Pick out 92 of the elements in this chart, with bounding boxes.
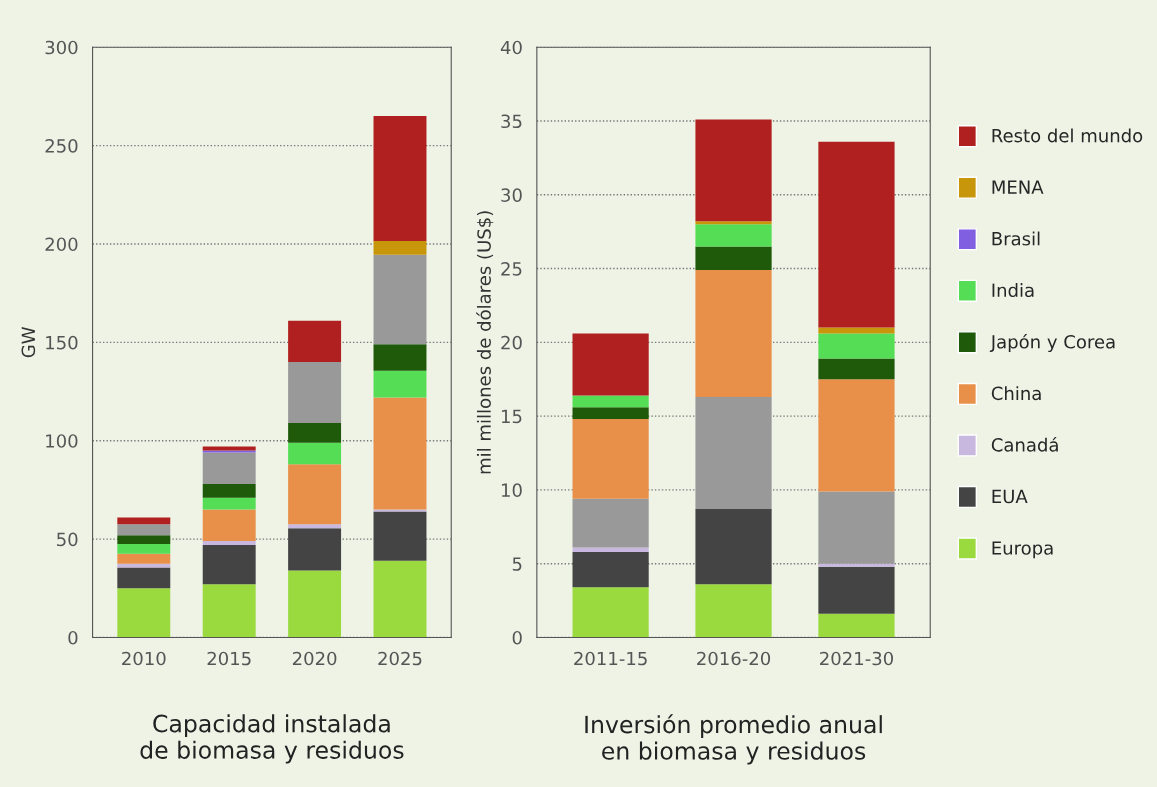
legend-label: EUA	[992, 489, 1028, 504]
bar	[202, 484, 256, 498]
bar	[202, 497, 256, 510]
y-tick-label: 25	[501, 262, 522, 276]
y-tick-label: 5	[512, 557, 522, 571]
bar	[695, 224, 772, 247]
bar	[818, 613, 895, 638]
legend-label: Brasil	[992, 231, 1040, 246]
x-tick-label: 2015	[207, 651, 251, 666]
bar	[117, 563, 171, 568]
y-tick-label: 100	[46, 434, 78, 448]
bar	[572, 419, 649, 499]
y-tick-label: 300	[45, 40, 78, 55]
bar	[818, 563, 895, 567]
bar	[373, 254, 427, 345]
bar	[572, 395, 649, 408]
bar	[117, 524, 171, 536]
text: Capacidad instalada de biomasa y residuos	[140, 714, 404, 764]
y-tick-label: 10	[501, 483, 522, 498]
bar	[818, 333, 895, 359]
bar	[695, 396, 772, 510]
x-tick-label: 2016-20	[697, 651, 771, 666]
bar	[288, 528, 342, 571]
legend-label: MENA	[992, 180, 1044, 194]
legend-label: Europa	[992, 541, 1053, 559]
bar	[572, 333, 649, 396]
bar	[818, 358, 895, 380]
bar	[373, 397, 427, 510]
y-tick-label: 35	[501, 114, 522, 129]
y-tick-label: 30	[501, 188, 522, 202]
bar	[117, 588, 171, 638]
legend-label: India	[992, 283, 1034, 298]
bar	[288, 423, 342, 443]
bar	[202, 446, 256, 451]
x-tick-label: 2011-15	[574, 651, 647, 666]
bar	[695, 119, 772, 222]
bar	[288, 570, 342, 638]
x-tick-label: 2020	[292, 651, 337, 666]
bar	[373, 370, 427, 398]
bar	[373, 241, 427, 255]
text: Inversión promedio anual en biomasa y residuos	[585, 714, 882, 765]
bar	[117, 535, 171, 545]
x-tick-label: 2010	[122, 651, 166, 666]
bar	[288, 464, 342, 525]
bar	[288, 362, 342, 424]
bar	[288, 524, 342, 529]
bar	[373, 116, 427, 242]
bar	[117, 517, 171, 525]
legend-label: China	[991, 386, 1041, 401]
legend-label: Japón y Corea	[989, 333, 1115, 353]
bar	[373, 511, 427, 561]
bar	[572, 498, 649, 548]
bar	[695, 246, 772, 271]
bar	[288, 442, 342, 465]
bar	[572, 547, 649, 552]
y-tick-label: 200	[45, 237, 78, 252]
bar	[818, 379, 895, 492]
bar	[572, 551, 649, 588]
bar	[818, 141, 895, 328]
y-tick-label: 20	[501, 335, 522, 350]
y-tick-label: 250	[45, 139, 78, 153]
legend-label: Resto del mundo	[992, 128, 1143, 143]
y-tick-label: 0	[512, 630, 522, 645]
bar	[695, 509, 772, 585]
x-tick-label: 2025	[378, 651, 422, 666]
bar	[695, 221, 772, 225]
bar	[695, 270, 772, 397]
bar	[202, 452, 256, 484]
bar	[288, 320, 342, 363]
legend-label: Canadá	[991, 437, 1058, 452]
bar	[373, 560, 427, 638]
bar	[572, 587, 649, 638]
bar	[202, 545, 256, 585]
bar	[818, 491, 895, 564]
bar	[117, 544, 171, 554]
bar	[202, 584, 256, 638]
bar	[818, 566, 895, 614]
bar	[117, 567, 171, 589]
y-axis-title: mil millones de dólares (US$)	[476, 211, 494, 474]
y-tick-label: 15	[501, 409, 522, 424]
bar	[117, 553, 171, 564]
bar	[202, 541, 256, 545]
bar	[695, 584, 772, 638]
bar	[572, 407, 649, 420]
bar	[202, 509, 256, 542]
y-tick-label: 50	[57, 532, 78, 547]
y-tick-label: 40	[500, 40, 522, 55]
y-axis-title: GW	[21, 327, 36, 358]
y-tick-label: 0	[68, 630, 78, 645]
y-tick-label: 150	[46, 335, 78, 350]
bar	[373, 344, 427, 371]
x-tick-label: 2021-30	[820, 651, 893, 666]
